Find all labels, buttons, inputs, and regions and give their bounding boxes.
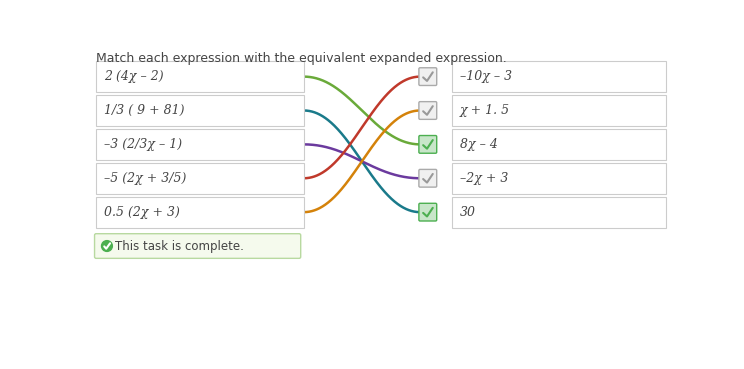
Text: –2χ + 3: –2χ + 3 (460, 172, 508, 185)
Bar (96, 163, 304, 194)
Text: 8χ – 4: 8χ – 4 (460, 138, 498, 151)
Text: 30: 30 (460, 206, 475, 219)
Text: –5 (2χ + 3/5): –5 (2χ + 3/5) (104, 172, 186, 185)
Text: 0.5 (2χ + 3): 0.5 (2χ + 3) (104, 206, 180, 219)
Circle shape (101, 241, 112, 251)
Bar (452, 129, 666, 160)
Bar (96, 197, 304, 228)
Bar (452, 197, 666, 228)
Text: χ + 1. 5: χ + 1. 5 (460, 104, 510, 117)
FancyBboxPatch shape (419, 101, 437, 119)
FancyBboxPatch shape (419, 203, 437, 221)
Text: 2 (4χ – 2): 2 (4χ – 2) (104, 70, 164, 83)
Text: This task is complete.: This task is complete. (115, 239, 244, 252)
Text: –3 (2/3χ – 1): –3 (2/3χ – 1) (104, 138, 182, 151)
Text: 1/3 ( 9 + 81): 1/3 ( 9 + 81) (104, 104, 185, 117)
Bar (96, 95, 304, 126)
Bar (452, 95, 666, 126)
Text: Match each expression with the equivalent expanded expression.: Match each expression with the equivalen… (96, 52, 507, 65)
FancyBboxPatch shape (419, 169, 437, 187)
FancyBboxPatch shape (94, 234, 301, 258)
Bar (96, 129, 304, 160)
Bar (96, 61, 304, 92)
Bar (452, 163, 666, 194)
FancyBboxPatch shape (419, 135, 437, 153)
FancyBboxPatch shape (419, 68, 437, 86)
Text: –10χ – 3: –10χ – 3 (460, 70, 512, 83)
Bar (452, 61, 666, 92)
